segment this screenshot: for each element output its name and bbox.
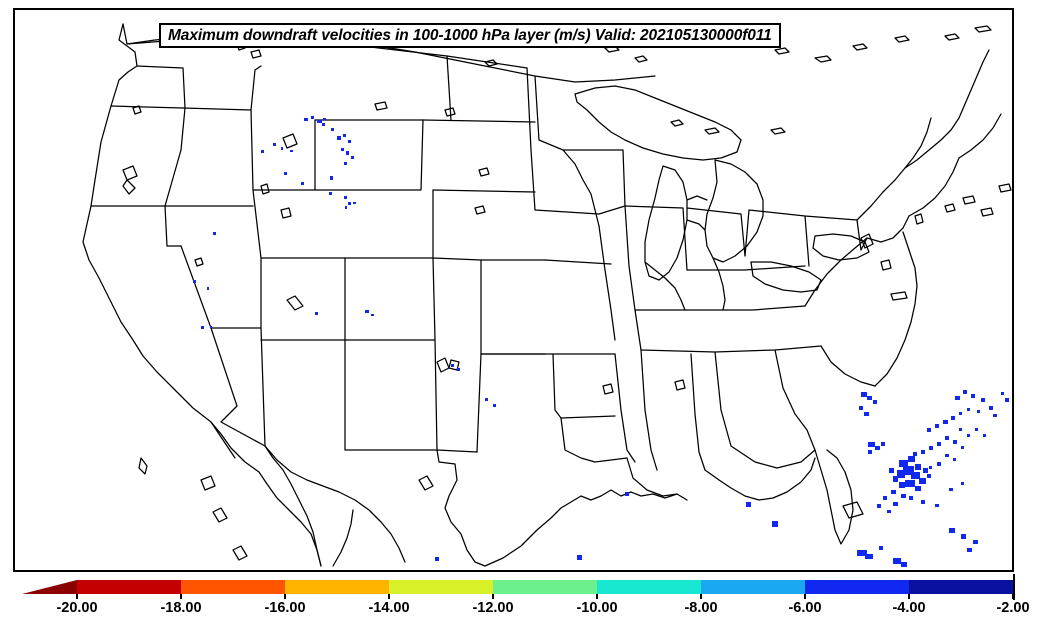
colorbar-segment	[805, 580, 909, 594]
colorbar-segment	[701, 580, 805, 594]
colorbar-tick	[492, 594, 494, 599]
colorbar-segment	[285, 580, 389, 594]
colorbar-segment	[597, 580, 701, 594]
colorbar-tick-label: -14.00	[368, 600, 410, 616]
colorbar-tick-label: -2.00	[996, 600, 1030, 616]
coastlines-and-borders	[82, 23, 1012, 567]
colorbar-tick	[284, 594, 286, 599]
colorbar-tick-label: -16.00	[264, 600, 306, 616]
colorbar-tick-label: -10.00	[576, 600, 618, 616]
colorbar-tick-label: -20.00	[56, 600, 98, 616]
colorbar-tick	[908, 594, 910, 599]
downdraft-velocity-cells	[193, 116, 1009, 567]
colorbar-segment	[909, 580, 1013, 594]
colorbar-tick	[76, 594, 78, 599]
colorbar-segment	[77, 580, 181, 594]
colorbar-segment	[181, 580, 285, 594]
colorbar-tick-label: -18.00	[160, 600, 202, 616]
map-panel[interactable]: Maximum downdraft velocities in 100-1000…	[13, 8, 1014, 572]
extend-min-triangle	[22, 580, 77, 594]
colorbar-segment	[389, 580, 493, 594]
colorbar-segment	[493, 580, 597, 594]
colorbar-tick	[596, 594, 598, 599]
colorbar-tick-label: -8.00	[684, 600, 718, 616]
colorbar-tick	[1012, 594, 1014, 599]
map-title-text: Maximum downdraft velocities in 100-1000…	[168, 26, 772, 44]
colorbar-tick	[180, 594, 182, 599]
colorbar-tick	[700, 594, 702, 599]
colorbar-end-line	[1013, 574, 1015, 600]
colorbar-segments	[22, 580, 1013, 594]
colorbar-bar	[22, 574, 1015, 600]
map-background	[15, 10, 1012, 570]
colorbar-tick	[388, 594, 390, 599]
colorbar-tick-label: -6.00	[788, 600, 822, 616]
map-title-box: Maximum downdraft velocities in 100-1000…	[159, 23, 781, 48]
colorbar-tick-label: -4.00	[892, 600, 926, 616]
colorbar-tick	[804, 594, 806, 599]
colorbar-tick-label: -12.00	[472, 600, 514, 616]
colorbar[interactable]: -20.00 -18.00 -16.00 -14.00 -12.00 -10.00 -8.0…	[0, 574, 1040, 632]
conus-map	[15, 10, 1012, 570]
colorbar-min-extend-arrow	[22, 580, 77, 594]
